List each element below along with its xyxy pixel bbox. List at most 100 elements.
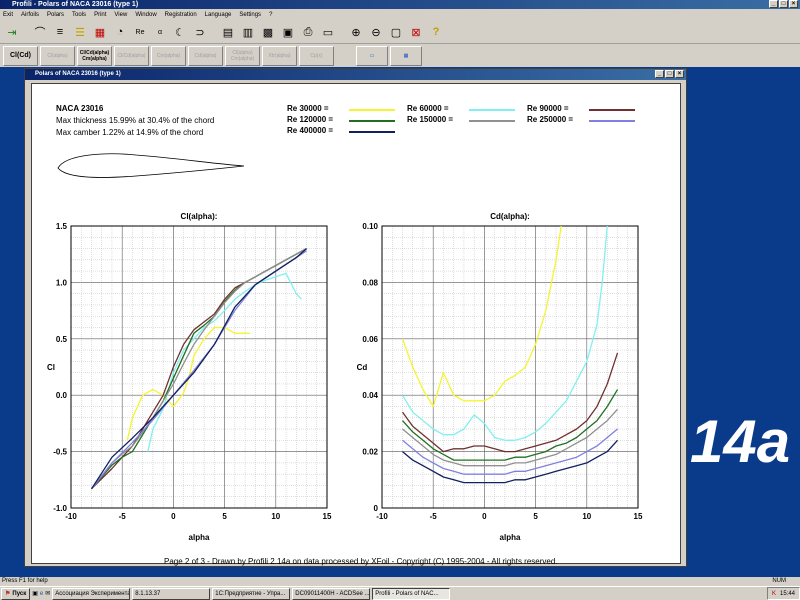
zoom-box-icon[interactable]: ▭ [356, 46, 388, 66]
analysis-icon[interactable]: ◔ [116, 26, 124, 38]
airfoil-list-icon[interactable]: ≡ [56, 26, 64, 38]
page-icon[interactable]: ▢ [390, 26, 402, 39]
legend-label: Re 400000 = [287, 126, 334, 135]
x-tick-label: 15 [323, 512, 332, 521]
x-tick-label: 0 [171, 512, 176, 521]
series-line-re-90000 [401, 352, 619, 453]
system-tray: K 15:44 [766, 587, 800, 600]
start-label: Пуск [12, 590, 27, 597]
view-button-3[interactable]: Cl/Cd(alpha) [114, 46, 149, 66]
airfoil-shape [57, 153, 245, 178]
series-line-re-400000 [90, 248, 307, 490]
close-button[interactable]: × [789, 0, 798, 8]
zoom-in-icon[interactable]: ⊕ [351, 26, 361, 39]
view-button-6[interactable]: Cl(alpha) Cm(alpha) [225, 46, 260, 66]
view-button-1[interactable]: Cl(alpha) [40, 46, 75, 66]
curve-icon[interactable]: ☾ [175, 26, 185, 39]
child-title: Polars of NACA 23016 (type 1) [35, 71, 121, 77]
status-bar: Press F1 for help NUM [0, 577, 800, 586]
x-axis-label: alpha [189, 533, 210, 542]
menu-airfoils[interactable]: Airfoils [21, 12, 40, 18]
child-minimize-button[interactable]: _ [655, 70, 664, 78]
child-close-button[interactable]: × [675, 70, 684, 78]
alpha-icon[interactable]: α [157, 28, 163, 36]
view-toolbar: Cl(Cd) Cl(alpha) Cl/Cd(alpha) Cm(alpha) Cl/… [0, 45, 800, 67]
print-preview-page: NACA 23016 Max thickness 15.99% at 30.4%… [31, 83, 681, 566]
exit-icon[interactable]: ⇥ [7, 26, 17, 39]
y-tick-label: 0.0 [56, 391, 68, 400]
airfoil-camber: Max camber 1.22% at 14.9% of the chord [56, 128, 204, 137]
task-button[interactable]: DC09011400H - ACDSee ... [292, 587, 371, 600]
menu-print[interactable]: Print [94, 12, 107, 18]
num-indicator: NUM [772, 578, 786, 584]
legend-label: Re 30000 = [287, 104, 329, 113]
start-button[interactable]: ⚑ Пуск [1, 587, 31, 600]
task-button[interactable]: Profili - Polars of NAC... [372, 587, 451, 600]
series-line-re-30000 [126, 326, 251, 441]
quicklaunch-mail-icon[interactable]: ✉ [45, 591, 51, 597]
quicklaunch-desktop-icon[interactable]: ▣ [32, 591, 38, 597]
legend-label: Re 60000 = [407, 104, 449, 113]
help-icon[interactable]: ? [432, 26, 440, 38]
view-button-4[interactable]: Cm(alpha) [151, 46, 186, 66]
series-line-re-120000 [402, 389, 619, 461]
x-tick-label: -5 [119, 512, 127, 521]
legend-swatch [349, 120, 395, 122]
main-toolbar: ⇥ ⌒ ≡ ☰ ▦ ◔ Re α ☾ ⊃ ▤ ▥ ▩ ▣ ⎙ ▭ ⊕ ⊖ ▢ ⊠… [0, 21, 800, 44]
grid-icon[interactable]: ▩ [262, 26, 274, 39]
y-tick-label: 0.5 [56, 335, 68, 344]
stack-icon[interactable]: ☰ [75, 26, 85, 39]
menu-language[interactable]: Language [204, 12, 232, 18]
monitor-icon[interactable]: ▣ [282, 26, 294, 39]
calculator-icon[interactable]: ▤ [222, 26, 234, 39]
y-axis-label: Cl [47, 363, 55, 372]
view-button-2[interactable]: Cl/Cd(alpha) Cm(alpha) [77, 46, 112, 66]
menu-tools[interactable]: Tools [72, 12, 87, 18]
legend-swatch [469, 109, 515, 111]
wing-icon[interactable]: ⊃ [195, 26, 205, 39]
zoom-out-icon[interactable]: ⊖ [371, 26, 381, 39]
menu-polars[interactable]: Polars [47, 12, 65, 18]
task-button[interactable]: Ассоциация Эксперименталь... [52, 587, 131, 600]
y-tick-label: 0.02 [362, 448, 378, 457]
x-tick-label: -10 [65, 512, 77, 521]
series-line-re-60000 [401, 225, 608, 441]
menu-registration[interactable]: Registration [164, 12, 197, 18]
view-button-8[interactable]: Cp(x) [299, 46, 334, 66]
disabled-icon: ▭ [322, 26, 334, 39]
app-titlebar: Profili - Polars of NACA 23016 (type 1) … [0, 0, 800, 9]
view-button-5[interactable]: Cd(alpha) [188, 46, 223, 66]
airfoil-name: NACA 23016 [56, 104, 104, 113]
close-red-icon[interactable]: ⊠ [411, 26, 421, 39]
data-table-icon[interactable]: ▦ [390, 46, 422, 66]
x-tick-label: 15 [634, 512, 643, 521]
x-tick-label: 10 [271, 512, 280, 521]
chart-title: Cd(alpha): [490, 212, 530, 221]
plot-frame [381, 225, 639, 509]
menu-window[interactable]: Window [135, 12, 157, 18]
menu-exit[interactable]: Exit [3, 12, 14, 18]
menu-?[interactable]: ? [269, 12, 273, 18]
printer-icon[interactable]: ⎙ [303, 25, 313, 38]
tray-icon[interactable]: K [771, 590, 776, 597]
menu-view[interactable]: View [114, 12, 128, 18]
menu-bar: Exit Airfoils Polars Tools Print View Window Re… [0, 10, 800, 20]
airfoil-red-icon[interactable]: ▦ [94, 26, 106, 39]
desktop-logo: 14a [690, 408, 791, 475]
child-maximize-button[interactable]: □ [665, 70, 674, 78]
app-title: Profili - Polars of NACA 23016 (type 1) [12, 1, 139, 8]
minimize-button[interactable]: _ [769, 0, 778, 8]
menu-settings[interactable]: Settings [239, 12, 262, 18]
view-button-7[interactable]: Xtr(alpha) [262, 46, 297, 66]
airfoil-icon[interactable]: ⌒ [34, 27, 46, 39]
view-button-0[interactable]: Cl(Cd) [3, 46, 38, 66]
quicklaunch-ie-icon[interactable]: e [39, 590, 44, 597]
maximize-button[interactable]: □ [779, 0, 788, 8]
task-button[interactable]: 1С:Предприятие - Упра... [212, 587, 291, 600]
legend-label: Re 90000 = [527, 104, 569, 113]
task-button[interactable]: 8.1.13.37 [132, 587, 211, 600]
plot-frame [70, 225, 328, 509]
re-icon[interactable]: Re [135, 28, 145, 36]
table-icon[interactable]: ▥ [242, 26, 254, 39]
x-axis-label: alpha [500, 533, 521, 542]
